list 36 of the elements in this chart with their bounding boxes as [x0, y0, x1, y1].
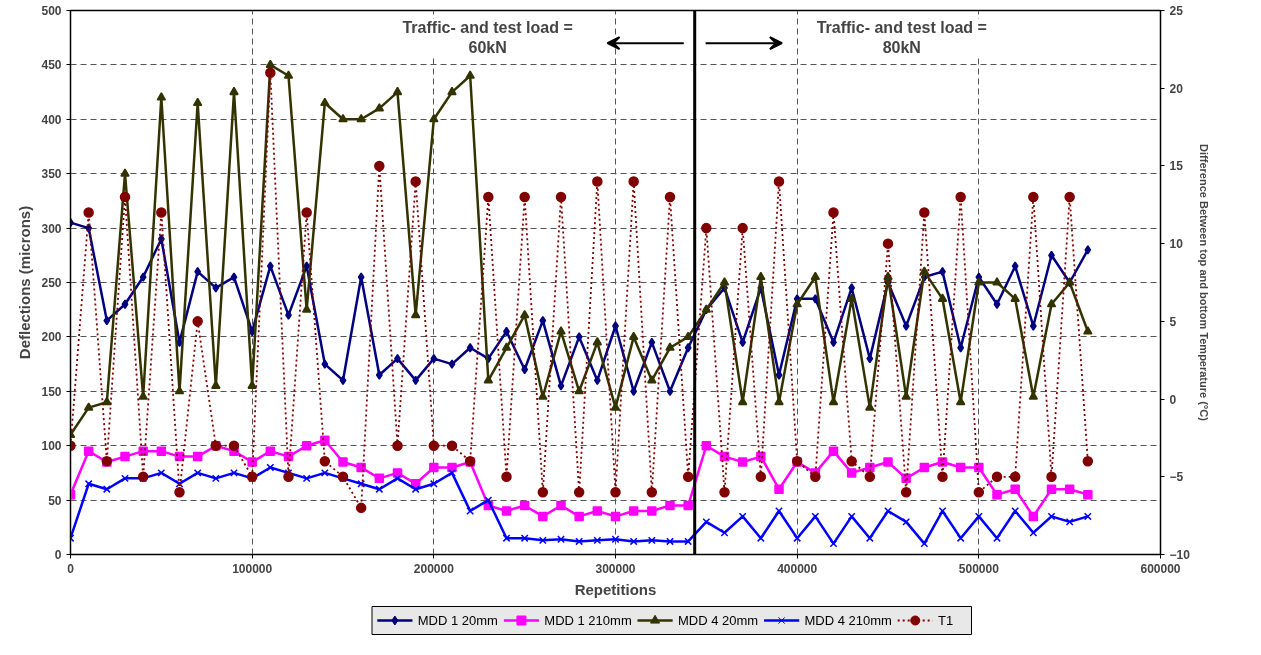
annotation: Traffic- and test load = 80kN — [816, 18, 987, 57]
y2-tick-label: 25 — [1169, 4, 1184, 18]
y-tick-label: 200 — [41, 330, 62, 345]
x-axis-title: Repetitions — [574, 580, 657, 598]
y-tick-label: 0 — [54, 548, 62, 562]
x-tick-label: 0 — [67, 561, 75, 576]
y-tick-label: 500 — [41, 4, 62, 18]
y2-tick-label: 10 — [1169, 237, 1184, 252]
y-tick-label: 400 — [41, 112, 62, 127]
y-tick-label: 250 — [41, 276, 62, 290]
y-tick-label: 150 — [41, 384, 62, 399]
y-tick-label: 300 — [41, 221, 62, 236]
x-tick-label: 600000 — [1140, 561, 1181, 576]
y-tick-label: 350 — [41, 167, 62, 182]
y2-axis-title: Difference Between top and bottom Temperature (°C) — [1197, 144, 1210, 422]
y2-tick-label: −10 — [1169, 548, 1191, 562]
y2-tick-label: 20 — [1169, 81, 1184, 96]
legend-label: MDD 1 20mm — [417, 613, 498, 628]
x-tick-label: 300000 — [595, 561, 636, 576]
legend-label: MDD 1 210mm — [544, 613, 632, 628]
y-tick-label: 450 — [41, 58, 62, 73]
y2-tick-label: 0 — [1169, 392, 1177, 407]
legend-label: MDD 4 210mm — [804, 613, 892, 628]
y-axis-title: Deflections (microns) — [16, 205, 34, 360]
x-tick-label: 400000 — [777, 561, 818, 576]
annotation: Traffic- and test load = 60kN — [402, 18, 573, 57]
y-tick-label: 50 — [48, 493, 62, 508]
x-tick-label: 500000 — [958, 561, 1000, 576]
y2-tick-label: −5 — [1169, 470, 1184, 485]
y-tick-label: 100 — [41, 439, 62, 454]
x-tick-label: 200000 — [413, 561, 455, 576]
legend-label: MDD 4 20mm — [677, 613, 759, 628]
y2-tick-label: 5 — [1169, 314, 1177, 329]
y2-tick-label: 15 — [1169, 159, 1184, 174]
legend-label: T1 — [938, 613, 954, 628]
x-tick-label: 100000 — [232, 561, 273, 576]
